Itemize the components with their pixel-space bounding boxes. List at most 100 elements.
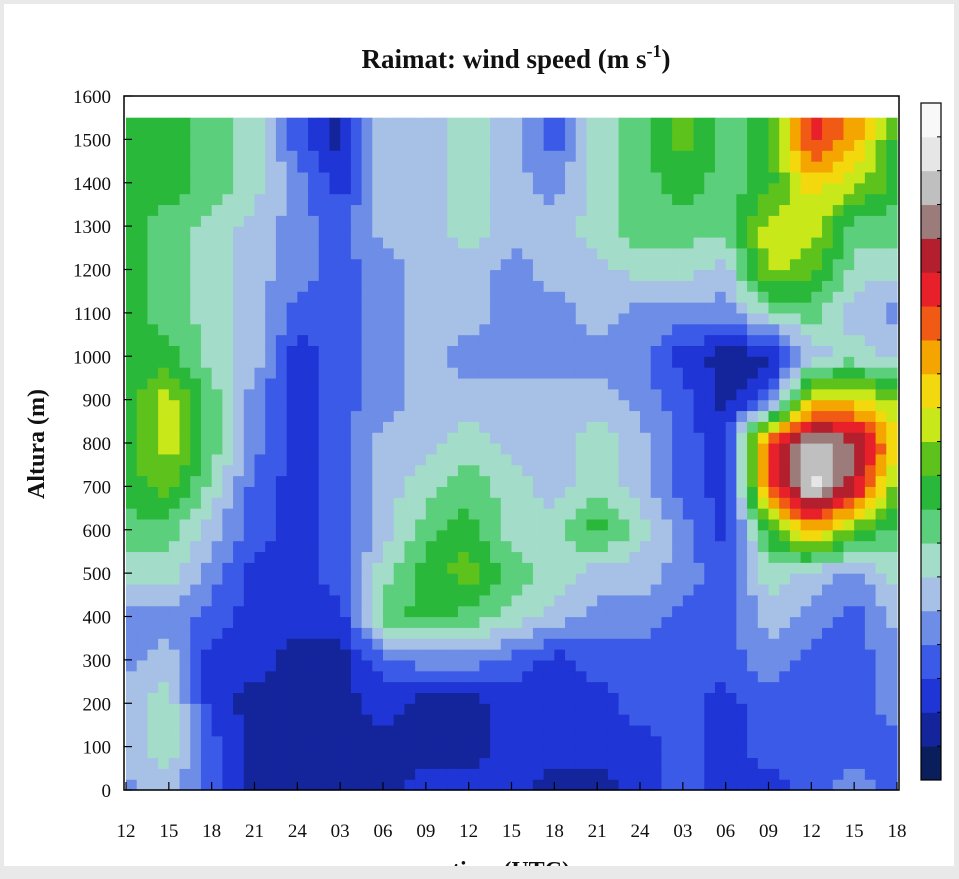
heatmap-cell — [190, 486, 202, 498]
heatmap-cell — [736, 692, 748, 704]
heatmap-cell — [811, 529, 823, 542]
heatmap-cell — [682, 497, 695, 509]
heatmap-cell — [843, 334, 855, 347]
heatmap-cell — [265, 464, 277, 477]
heatmap-cell — [736, 312, 748, 325]
heatmap-cell — [350, 432, 363, 444]
heatmap-cell — [457, 453, 470, 466]
heatmap-cell — [361, 529, 373, 542]
heatmap-cell — [543, 670, 555, 683]
heatmap-cell — [747, 627, 759, 639]
heatmap-cell — [222, 356, 234, 368]
heatmap-cell — [704, 312, 716, 325]
heatmap-cell — [747, 367, 759, 379]
heatmap-cell — [297, 540, 309, 553]
heatmap-cell — [768, 302, 780, 314]
heatmap-cell — [297, 182, 309, 195]
heatmap-cell — [832, 150, 845, 162]
heatmap-cell — [822, 323, 834, 336]
heatmap-cell — [511, 291, 523, 303]
heatmap-cell — [340, 779, 352, 791]
heatmap-cell — [747, 605, 759, 618]
heatmap-cell — [543, 258, 555, 271]
heatmap-cell — [854, 746, 866, 759]
heatmap-cell — [640, 497, 652, 509]
heatmap-cell — [500, 139, 513, 151]
heatmap-cell — [436, 128, 448, 140]
heatmap-cell — [243, 171, 256, 184]
heatmap-cell — [618, 746, 630, 759]
heatmap-cell — [854, 703, 866, 715]
heatmap-cell — [607, 681, 620, 694]
heatmap-cell — [254, 638, 266, 650]
heatmap-cell — [714, 594, 727, 607]
heatmap-cell — [693, 280, 705, 292]
heatmap-cell — [565, 518, 577, 531]
heatmap-cell — [747, 388, 759, 401]
heatmap-cell — [275, 399, 288, 412]
heatmap-cell — [147, 779, 159, 791]
heatmap-cell — [500, 768, 513, 780]
heatmap-cell — [179, 692, 191, 704]
heatmap-cell — [822, 377, 834, 390]
heatmap-cell — [286, 128, 298, 140]
heatmap-cell — [768, 605, 780, 618]
heatmap-cell — [265, 128, 277, 140]
heatmap-cell — [190, 497, 202, 509]
heatmap-cell — [532, 594, 545, 607]
heatmap-cell — [757, 551, 770, 563]
heatmap-cell — [372, 258, 384, 271]
heatmap-cell — [286, 367, 298, 379]
heatmap-cell — [490, 757, 502, 769]
heatmap-cell — [779, 291, 791, 303]
heatmap-cell — [714, 573, 727, 585]
heatmap-cell — [554, 356, 566, 368]
heatmap-cell — [297, 226, 309, 238]
heatmap-cell — [350, 779, 363, 791]
heatmap-cell — [575, 161, 588, 173]
heatmap-cell — [222, 432, 234, 444]
heatmap-cell — [286, 573, 298, 585]
heatmap-cell — [661, 356, 673, 368]
heatmap-cell — [661, 291, 673, 303]
heatmap-cell — [147, 475, 159, 487]
heatmap-cell — [126, 475, 138, 487]
heatmap-cell — [243, 573, 256, 585]
heatmap-cell — [200, 638, 213, 650]
heatmap-cell — [704, 334, 716, 347]
heatmap-cell — [468, 464, 480, 477]
heatmap-cell — [126, 128, 138, 140]
heatmap-cell — [618, 161, 630, 173]
heatmap-cell — [843, 724, 855, 737]
heatmap-cell — [179, 236, 191, 249]
heatmap-cell — [479, 779, 491, 791]
heatmap-cell — [714, 356, 727, 368]
heatmap-cell — [693, 475, 705, 487]
heatmap-cell — [404, 182, 416, 195]
heatmap-cell — [318, 757, 331, 769]
heatmap-cell — [725, 117, 737, 130]
heatmap-cell — [672, 540, 684, 553]
heatmap-cell — [682, 529, 695, 542]
heatmap-cell — [843, 410, 855, 422]
heatmap-cell — [725, 497, 737, 509]
heatmap-cell — [736, 638, 748, 650]
heatmap-cell — [468, 735, 480, 748]
heatmap-cell — [511, 551, 523, 563]
heatmap-cell — [243, 616, 256, 628]
heatmap-cell — [425, 269, 438, 281]
heatmap-cell — [532, 779, 545, 791]
heatmap-cell — [158, 399, 170, 412]
heatmap-cell — [468, 128, 480, 140]
heatmap-cell — [736, 291, 748, 303]
heatmap-cell — [404, 757, 416, 769]
heatmap-cell — [297, 735, 309, 748]
heatmap-cell — [886, 659, 898, 672]
heatmap-cell — [704, 117, 716, 130]
heatmap-cell — [864, 649, 877, 661]
heatmap-cell — [511, 757, 523, 769]
heatmap-cell — [543, 453, 555, 466]
heatmap-cell — [211, 475, 223, 487]
heatmap-cell — [233, 334, 245, 347]
heatmap-cell — [554, 529, 566, 542]
